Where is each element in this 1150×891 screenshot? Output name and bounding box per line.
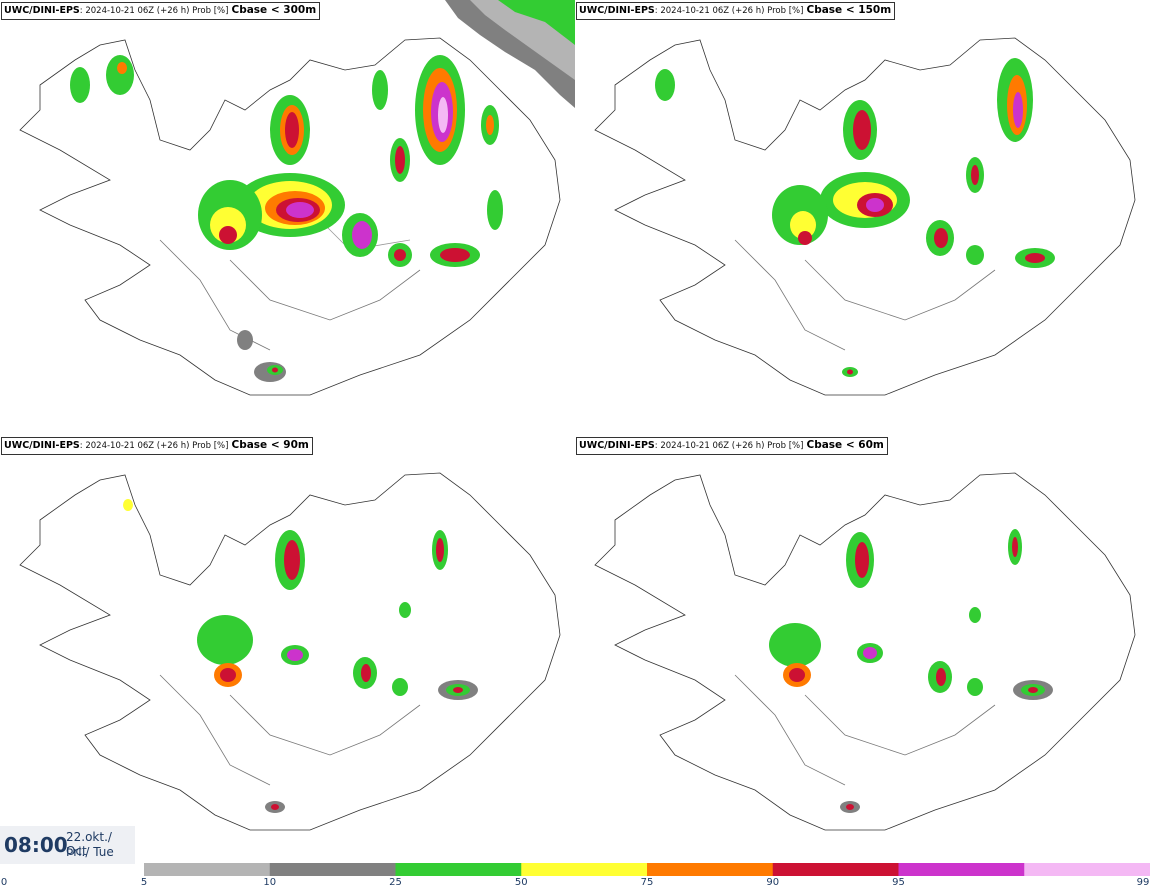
iceland-map [594,37,1136,396]
colorbar-segment [144,863,271,876]
colorbar-segment [521,863,648,876]
map-panel-cbase-150m: UWC/DINI-EPS: 2024-10-21 06Z (+26 h) Pro… [575,0,1150,435]
colorbar-tick-label: 95 [892,877,905,888]
colorbar-tick-label: 0 [0,877,8,888]
panel-threshold: Cbase < 150m [806,4,892,16]
colorbar-segment [395,863,522,876]
map-panel-cbase-90m: UWC/DINI-EPS: 2024-10-21 06Z (+26 h) Pro… [0,435,575,870]
panel-title: UWC/DINI-EPS: 2024-10-21 06Z (+26 h) Pro… [576,437,888,455]
panel-run-info: : 2024-10-21 06Z (+26 h) Prob [%] [79,441,229,451]
panel-model: UWC/DINI-EPS [4,5,80,16]
panel-threshold: Cbase < 300m [231,4,317,16]
iceland-map [19,472,561,831]
colorbar-tick-label: 75 [640,877,654,888]
panel-threshold: Cbase < 90m [231,439,309,451]
probability-colorbar [144,863,1150,876]
colorbar-tick-label: 25 [389,877,402,888]
panel-run-info: : 2024-10-21 06Z (+26 h) Prob [%] [654,441,804,451]
panel-title: UWC/DINI-EPS: 2024-10-21 06Z (+26 h) Pro… [1,2,321,20]
panel-title: UWC/DINI-EPS: 2024-10-21 06Z (+26 h) Pro… [576,2,896,20]
panel-threshold: Cbase < 60m [806,439,884,451]
valid-time: 08:00 [4,833,68,857]
colorbar-tick-label: 5 [140,877,148,888]
panel-model: UWC/DINI-EPS [4,440,80,451]
valid-date: 22.okt./ Oct [66,830,112,858]
colorbar-segment [647,863,774,876]
colorbar-swatches [144,863,1150,876]
colorbar-segment [269,863,396,876]
valid-time-box: 08:00 22.okt./ Oct Þri./ Tue [0,826,135,864]
colorbar-segment [1024,863,1150,876]
valid-weekday: Þri./ Tue [66,845,114,859]
panel-model: UWC/DINI-EPS [579,5,655,16]
map-panel-cbase-300m: UWC/DINI-EPS: 2024-10-21 06Z (+26 h) Pro… [0,0,575,435]
colorbar-segment [772,863,899,876]
iceland-map [19,0,575,396]
colorbar-tick-label: 10 [263,877,277,888]
colorbar-segment [898,863,1025,876]
iceland-map [594,472,1136,831]
colorbar-tick-label: 90 [766,877,780,888]
colorbar-tick-label: 99 [1136,877,1150,888]
panel-run-info: : 2024-10-21 06Z (+26 h) Prob [%] [79,6,229,16]
panel-title: UWC/DINI-EPS: 2024-10-21 06Z (+26 h) Pro… [1,437,313,455]
panel-run-info: : 2024-10-21 06Z (+26 h) Prob [%] [654,6,804,16]
map-panel-cbase-60m: UWC/DINI-EPS: 2024-10-21 06Z (+26 h) Pro… [575,435,1150,870]
panel-model: UWC/DINI-EPS [579,440,655,451]
colorbar-tick-label: 50 [514,877,528,888]
